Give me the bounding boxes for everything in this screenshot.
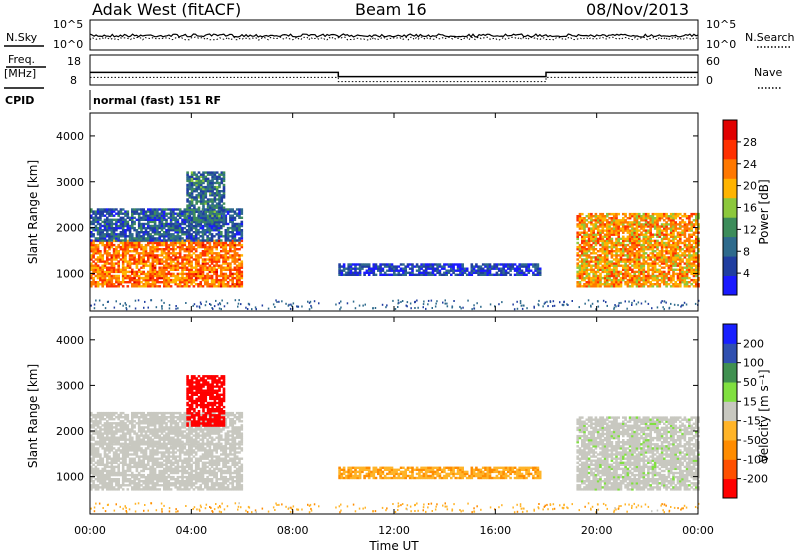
power-panel: 1000 2000 3000 4000 Slant Range [km] 4 8 12 16… [26, 112, 771, 312]
colorbar-tick-label: -15 [743, 415, 761, 428]
y-tick-label: 4000 [56, 130, 84, 143]
x-tick-label: 04:00 [175, 524, 207, 537]
y-tick-label: 4000 [56, 334, 84, 347]
x-tick-label: 12:00 [378, 524, 410, 537]
freq-tick-18: 18 [67, 55, 81, 68]
nave-tick-60: 60 [706, 55, 720, 68]
colorbar-tick-label: 200 [743, 337, 764, 350]
colorbar-tick-label: -100 [743, 453, 768, 466]
time-axis-label: Time UT [368, 539, 419, 553]
freq-label: Freq. [8, 53, 35, 66]
colorbar-tick-label: 28 [743, 136, 757, 149]
colorbar-tick-label: 4 [743, 267, 750, 280]
colorbar-tick-label: 15 [743, 395, 757, 408]
frequency-panel: Freq. [MHz] 18 8 60 0 Nave [4, 53, 782, 89]
colorbar-tick-label: 100 [743, 357, 764, 370]
x-tick-label: 16:00 [479, 524, 511, 537]
power-ylabel: Slant Range [km] [26, 160, 40, 264]
y-tick-label: 2000 [56, 425, 84, 438]
noise-tick-top-right: 10^5 [706, 18, 736, 31]
beam-title: Beam 16 [355, 0, 427, 19]
nave-line [90, 76, 698, 83]
noise-tick-top-left: 10^5 [53, 18, 83, 31]
noise-tick-bottom-left: 10^0 [53, 38, 83, 51]
velocity-echo-cells [90, 375, 700, 514]
date-title: 08/Nov/2013 [586, 0, 689, 19]
x-tick-label: 20:00 [581, 524, 613, 537]
cpid-value: normal (fast) 151 RF [93, 94, 221, 107]
y-tick-label: 1000 [56, 471, 84, 484]
freq-tick-8: 8 [70, 74, 77, 87]
colorbar-tick-label: 24 [743, 158, 757, 171]
y-tick-label: 3000 [56, 176, 84, 189]
nave-label: Nave [754, 66, 782, 79]
frequency-line [90, 71, 698, 78]
station-title: Adak West (fitACF) [92, 0, 241, 19]
nsearch-label: N.Search [745, 31, 795, 44]
colorbar-tick-label: 16 [743, 202, 757, 215]
x-tick-label: 08:00 [277, 524, 309, 537]
y-tick-label: 2000 [56, 222, 84, 235]
colorbar-tick-label: -200 [743, 473, 768, 486]
y-tick-label: 3000 [56, 379, 84, 392]
power-colorbar: 4 8 12 16 20 24 28 [722, 119, 757, 296]
colorbar-tick-label: 8 [743, 245, 750, 258]
cpid-label: CPID [5, 94, 34, 107]
velocity-colorbar: -200 -100 -50 -15 15 50 100 200 [722, 323, 768, 499]
time-axis: 00:00 04:00 08:00 12:00 16:00 20:00 00:00 [74, 113, 714, 537]
velocity-colorbar-label: Velocity [m s⁻¹] [757, 369, 771, 462]
nsky-label: N.Sky [6, 31, 38, 44]
colorbar-tick-label: -50 [743, 434, 761, 447]
velocity-panel: 1000 2000 3000 4000 Slant Range [km] -200 -1… [26, 316, 771, 515]
x-tick-label: 00:00 [682, 524, 714, 537]
noise-sky-line [89, 33, 699, 38]
colorbar-tick-label: 50 [743, 376, 757, 389]
velocity-ylabel: Slant Range [km] [26, 364, 40, 468]
noise-tick-bottom-right: 10^0 [706, 38, 736, 51]
nave-tick-0: 0 [706, 74, 713, 87]
y-tick-label: 1000 [56, 267, 84, 280]
colorbar-tick-label: 20 [743, 180, 757, 193]
freq-unit-label: [MHz] [4, 67, 36, 80]
colorbar-tick-label: 12 [743, 223, 757, 236]
noise-search-line [89, 36, 699, 41]
power-echo-cells [90, 171, 700, 311]
noise-panel: N.Sky N.Search 10^5 10^0 10^5 10^0 [4, 18, 795, 51]
power-colorbar-label: Power [dB] [757, 179, 771, 244]
x-tick-label: 00:00 [74, 524, 106, 537]
